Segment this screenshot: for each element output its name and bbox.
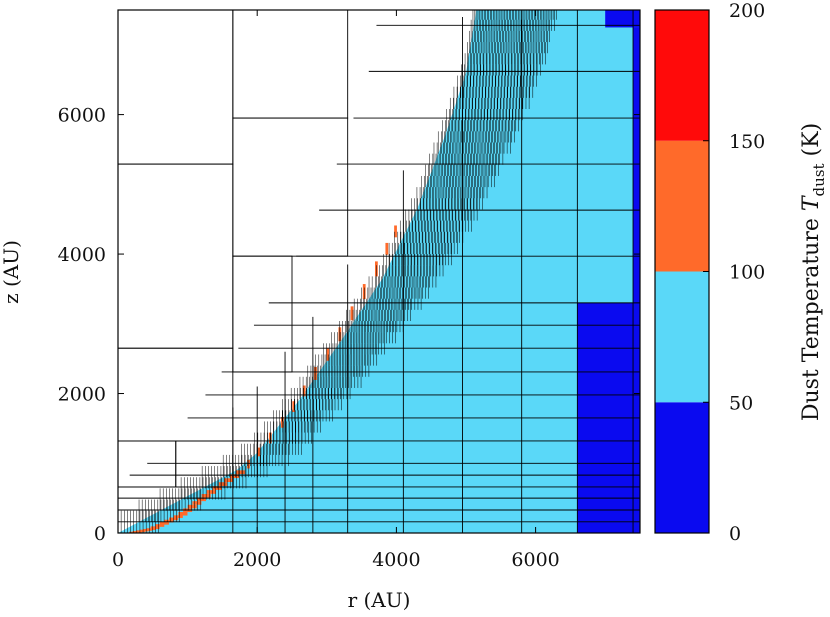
hot-cell	[247, 459, 250, 469]
y-tick-label: 6000	[58, 105, 106, 127]
hot-cell	[326, 347, 330, 361]
x-tick-label: 2000	[233, 549, 281, 571]
x-axis-title: r (AU)	[348, 588, 411, 612]
hot-cell	[257, 447, 261, 457]
hot-cell	[150, 526, 160, 530]
colorbar-title-prefix: Dust Temperature	[799, 211, 824, 421]
x-tick-label: 6000	[511, 549, 559, 571]
colorbar-tick-label: 50	[729, 392, 753, 414]
colorbar	[655, 10, 709, 533]
hot-cell	[224, 478, 234, 483]
hot-cell	[155, 524, 165, 527]
y-tick-label: 0	[94, 523, 106, 545]
colorbar-title-subscript: dust	[810, 163, 828, 196]
grid-box	[175, 440, 234, 488]
hot-cell	[385, 242, 389, 255]
hot-cell	[230, 474, 240, 479]
hot-cell	[218, 482, 228, 486]
hot-cell	[164, 519, 174, 523]
x-tick-label: 4000	[372, 549, 420, 571]
y-tick-label: 2000	[58, 384, 106, 406]
hot-cell	[187, 504, 197, 509]
colorbar-bin	[655, 10, 709, 141]
grid-box	[232, 255, 293, 373]
colorbar-bin	[655, 271, 709, 403]
hot-cell	[206, 490, 216, 494]
hot-cell	[394, 225, 397, 238]
plot-area	[118, 10, 640, 533]
hot-cell	[302, 385, 306, 397]
warm-region	[118, 10, 640, 533]
colorbar-title: Dust Temperature Tdust (K)	[799, 123, 828, 421]
hot-cell	[192, 501, 202, 505]
cold-edge-region	[633, 27, 640, 303]
hot-cell	[235, 470, 245, 475]
hot-cell	[146, 528, 156, 531]
colorbar-title-symbol: T	[799, 194, 824, 211]
colorbar-tick-label: 200	[729, 0, 765, 22]
y-tick-label: 4000	[58, 244, 106, 266]
hot-cell	[281, 416, 284, 428]
x-axis-ticks: 0 2000 4000 6000	[112, 10, 560, 571]
colorbar-tick-label: 100	[729, 262, 765, 284]
y-axis-ticks: 0 2000 4000 6000	[58, 105, 640, 545]
hot-cell	[178, 511, 188, 516]
hot-cell	[362, 284, 366, 300]
x-tick-label: 0	[112, 549, 124, 571]
hot-cell	[292, 401, 296, 413]
colorbar-title-unit: (K)	[799, 123, 824, 164]
y-axis-title: z (AU)	[0, 240, 23, 304]
amr-grid-lines	[118, 10, 640, 533]
colorbar-bin	[655, 140, 709, 272]
colorbar-ticks: 0 50 100 150 200	[703, 0, 765, 545]
hot-cell	[338, 327, 342, 342]
colorbar-bin	[655, 402, 709, 533]
hot-cell	[173, 515, 183, 519]
colorbar-tick-label: 150	[729, 131, 765, 153]
plot-frame	[117, 9, 641, 534]
hot-cell	[212, 486, 222, 490]
cold-region	[605, 10, 640, 28]
hot-cell	[350, 306, 354, 321]
colorbar-tick-label: 0	[729, 523, 741, 545]
hot-cell	[159, 521, 169, 525]
hot-cell	[196, 497, 207, 502]
